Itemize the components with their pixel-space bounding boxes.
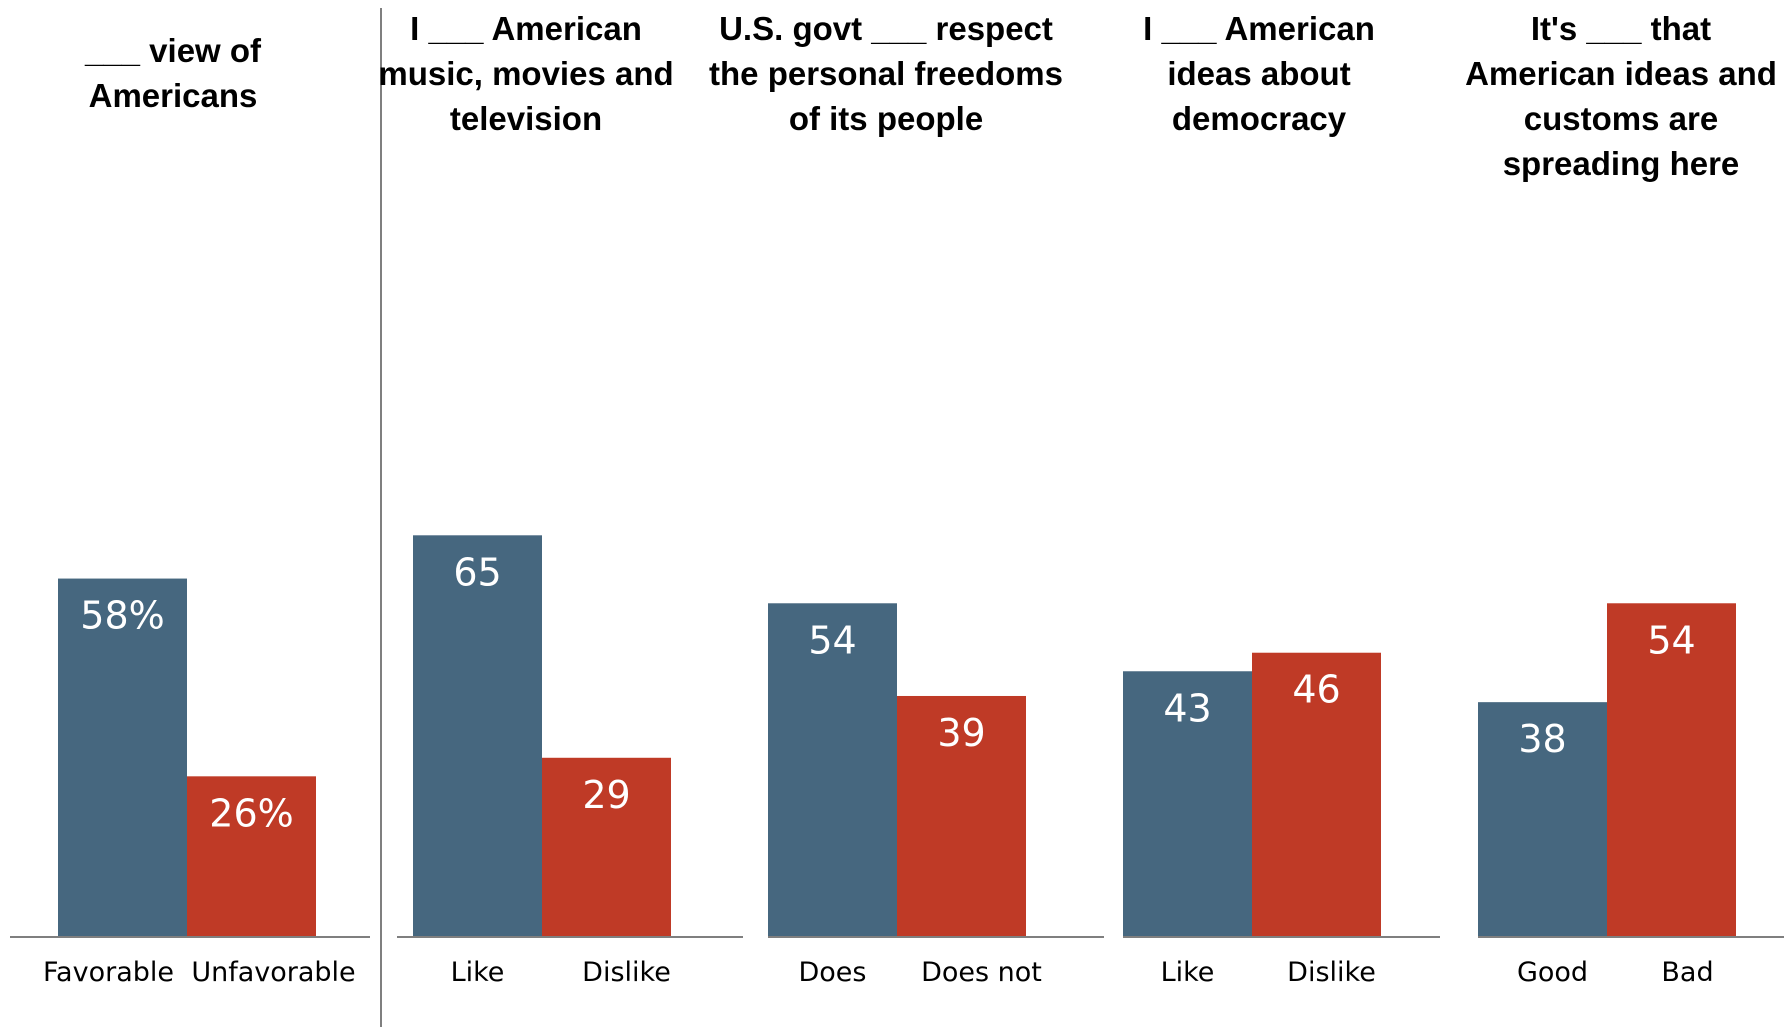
category-label: Like bbox=[1161, 957, 1215, 988]
bar-value-label: 26% bbox=[209, 791, 293, 835]
category-label: Like bbox=[451, 957, 505, 988]
chart-panel-1: ___ view of Americans 58% 26% Favorable Unfav… bbox=[10, 32, 370, 988]
chart-panel-5: It's ___ that American ideas and customs a… bbox=[1465, 10, 1784, 988]
bar-does bbox=[768, 603, 897, 937]
panel-title: U.S. govt ___ respect the personal freedo… bbox=[709, 10, 1063, 137]
bar-unfavorable bbox=[187, 776, 316, 937]
bar-value-label: 54 bbox=[1647, 618, 1695, 662]
category-label: Favorable bbox=[43, 957, 174, 988]
bar-like bbox=[413, 535, 542, 937]
panel-title: ___ view of Americans bbox=[84, 32, 262, 114]
category-label: Dislike bbox=[582, 957, 671, 988]
category-label: Good bbox=[1517, 957, 1588, 988]
bar-value-label: 38 bbox=[1518, 717, 1566, 761]
bar-dislike bbox=[542, 757, 671, 937]
category-label: Unfavorable bbox=[191, 957, 355, 988]
chart-panels: ___ view of Americans 58% 26% Favorable Unfav… bbox=[10, 10, 1784, 988]
bar-value-label: 65 bbox=[453, 550, 501, 594]
chart-panel-4: I ___ American ideas about democracy 43 46 Li… bbox=[1123, 10, 1440, 988]
category-label: Does bbox=[799, 957, 867, 988]
bar-value-label: 39 bbox=[937, 711, 985, 755]
chart-panel-3: U.S. govt ___ respect the personal freedo… bbox=[709, 10, 1104, 988]
bar-value-label: 58% bbox=[80, 594, 164, 638]
category-label: Does not bbox=[921, 957, 1042, 988]
panel-title: I ___ American music, movies and televisio… bbox=[378, 10, 673, 137]
bar-good bbox=[1478, 702, 1607, 937]
bar-bad bbox=[1607, 603, 1736, 937]
bar-does-not bbox=[897, 695, 1026, 937]
panel-title: It's ___ that American ideas and customs a… bbox=[1465, 10, 1777, 182]
bar-value-label: 54 bbox=[808, 618, 856, 662]
bar-dislike bbox=[1252, 652, 1381, 937]
bar-like bbox=[1123, 671, 1252, 937]
panel-title: I ___ American ideas about democracy bbox=[1143, 10, 1375, 137]
bar-value-label: 46 bbox=[1292, 668, 1340, 712]
category-label: Bad bbox=[1661, 957, 1713, 988]
category-label: Dislike bbox=[1287, 957, 1376, 988]
bar-favorable bbox=[58, 578, 187, 937]
chart-panel-2: I ___ American music, movies and televisio… bbox=[378, 10, 743, 988]
bar-value-label: 29 bbox=[582, 773, 630, 817]
bar-value-label: 43 bbox=[1163, 686, 1211, 730]
